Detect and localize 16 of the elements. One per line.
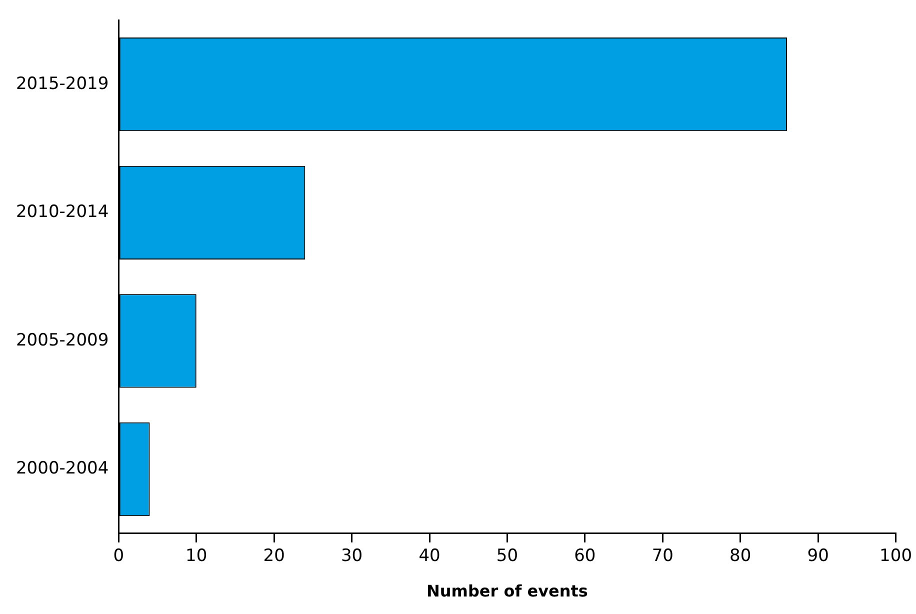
y-tick-label: 2015-2019 [16,74,109,94]
x-tick-label: 30 [340,546,363,566]
x-tick-label: 40 [418,546,440,566]
x-tick-label: 90 [807,546,829,566]
x-tick-label: 20 [263,546,285,566]
x-tick-label: 50 [496,546,518,566]
x-tick-label: 80 [730,546,752,566]
x-tick-label: 100 [880,546,912,566]
y-tick-label: 2010-2014 [16,202,109,222]
x-tick-label: 0 [113,546,124,566]
x-tick-label: 70 [652,546,674,566]
x-axis-title: Number of events [426,582,588,601]
y-tick-label: 2000-2004 [16,458,109,479]
y-tick-label: 2005-2009 [16,330,109,350]
x-tick-label: 60 [574,546,596,566]
x-tick-label: 10 [186,546,208,566]
